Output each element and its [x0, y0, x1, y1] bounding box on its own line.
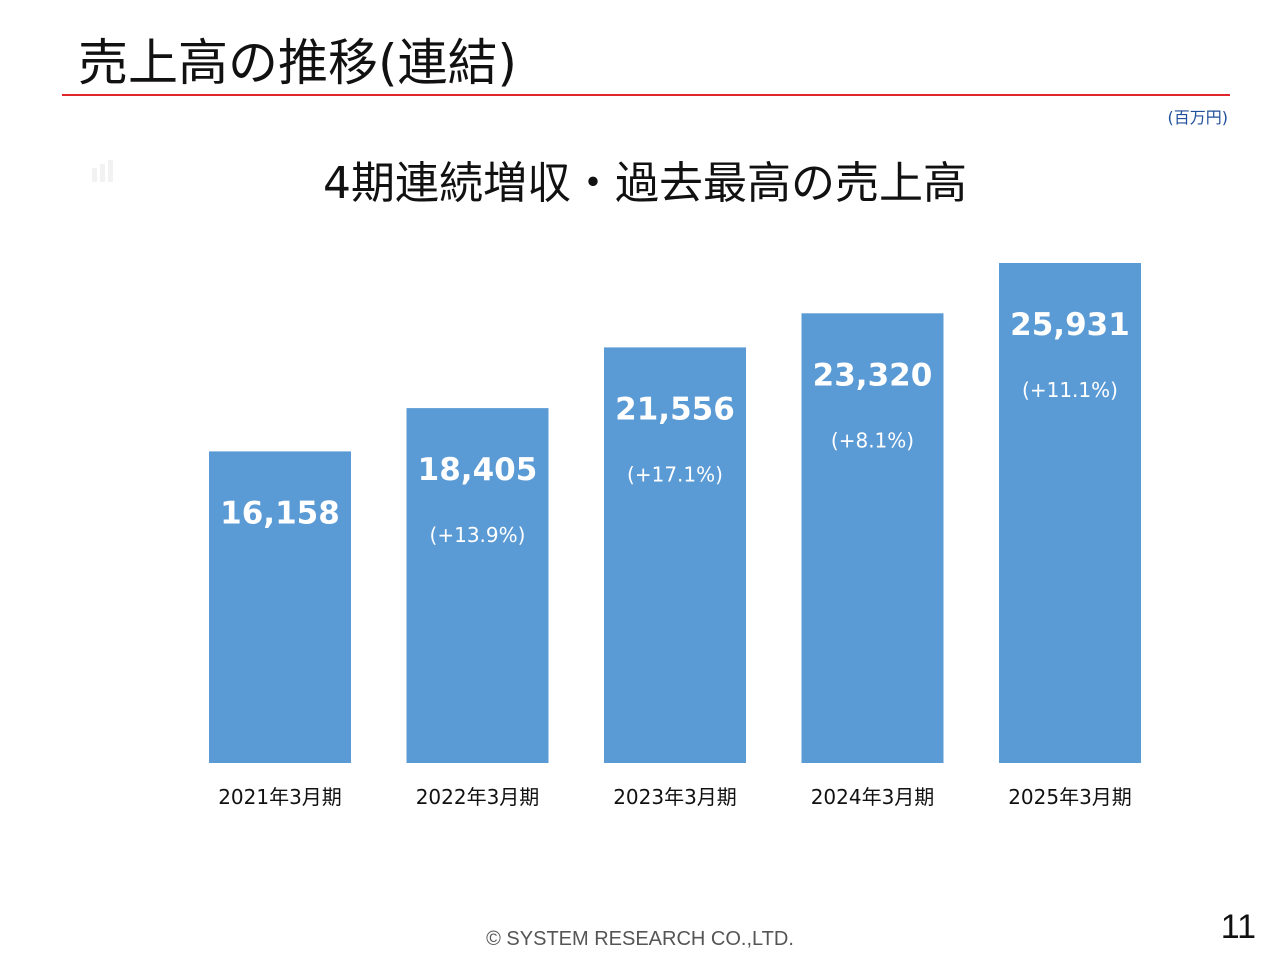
bar-value-label: 16,158: [220, 495, 340, 531]
title-divider: [62, 94, 1230, 96]
bar-5: [999, 263, 1141, 763]
bar-value-label: 25,931: [1010, 307, 1130, 343]
category-label: 2025年3月期: [1008, 785, 1132, 809]
copyright-footer: © SYSTEM RESEARCH CO.,LTD.: [486, 928, 794, 950]
bar-growth-label: (+13.9%): [430, 523, 526, 547]
category-label: 2024年3月期: [811, 785, 935, 809]
bar-growth-label: (+8.1%): [831, 428, 914, 452]
bar-value-label: 23,320: [813, 357, 933, 393]
bar-value-label: 21,556: [615, 391, 735, 427]
bar-2: [406, 408, 549, 763]
category-label: 2022年3月期: [416, 785, 540, 809]
bar-growth-label: (+17.1%): [627, 462, 723, 486]
page-number: 11: [1220, 908, 1256, 946]
watermark-icon: [92, 160, 113, 182]
unit-label: (百万円): [1167, 108, 1229, 127]
bar-value-label: 18,405: [418, 452, 538, 488]
bar-4: [801, 313, 944, 763]
bar-growth-label: (+11.1%): [1022, 378, 1118, 402]
bar-3: [604, 347, 746, 763]
category-label: 2023年3月期: [613, 785, 737, 809]
chart-headline: 4期連続増収・過去最高の売上高: [323, 158, 967, 209]
bar-1: [209, 451, 351, 763]
category-label: 2021年3月期: [218, 785, 342, 809]
slide-title: 売上高の推移(連結): [78, 34, 518, 92]
